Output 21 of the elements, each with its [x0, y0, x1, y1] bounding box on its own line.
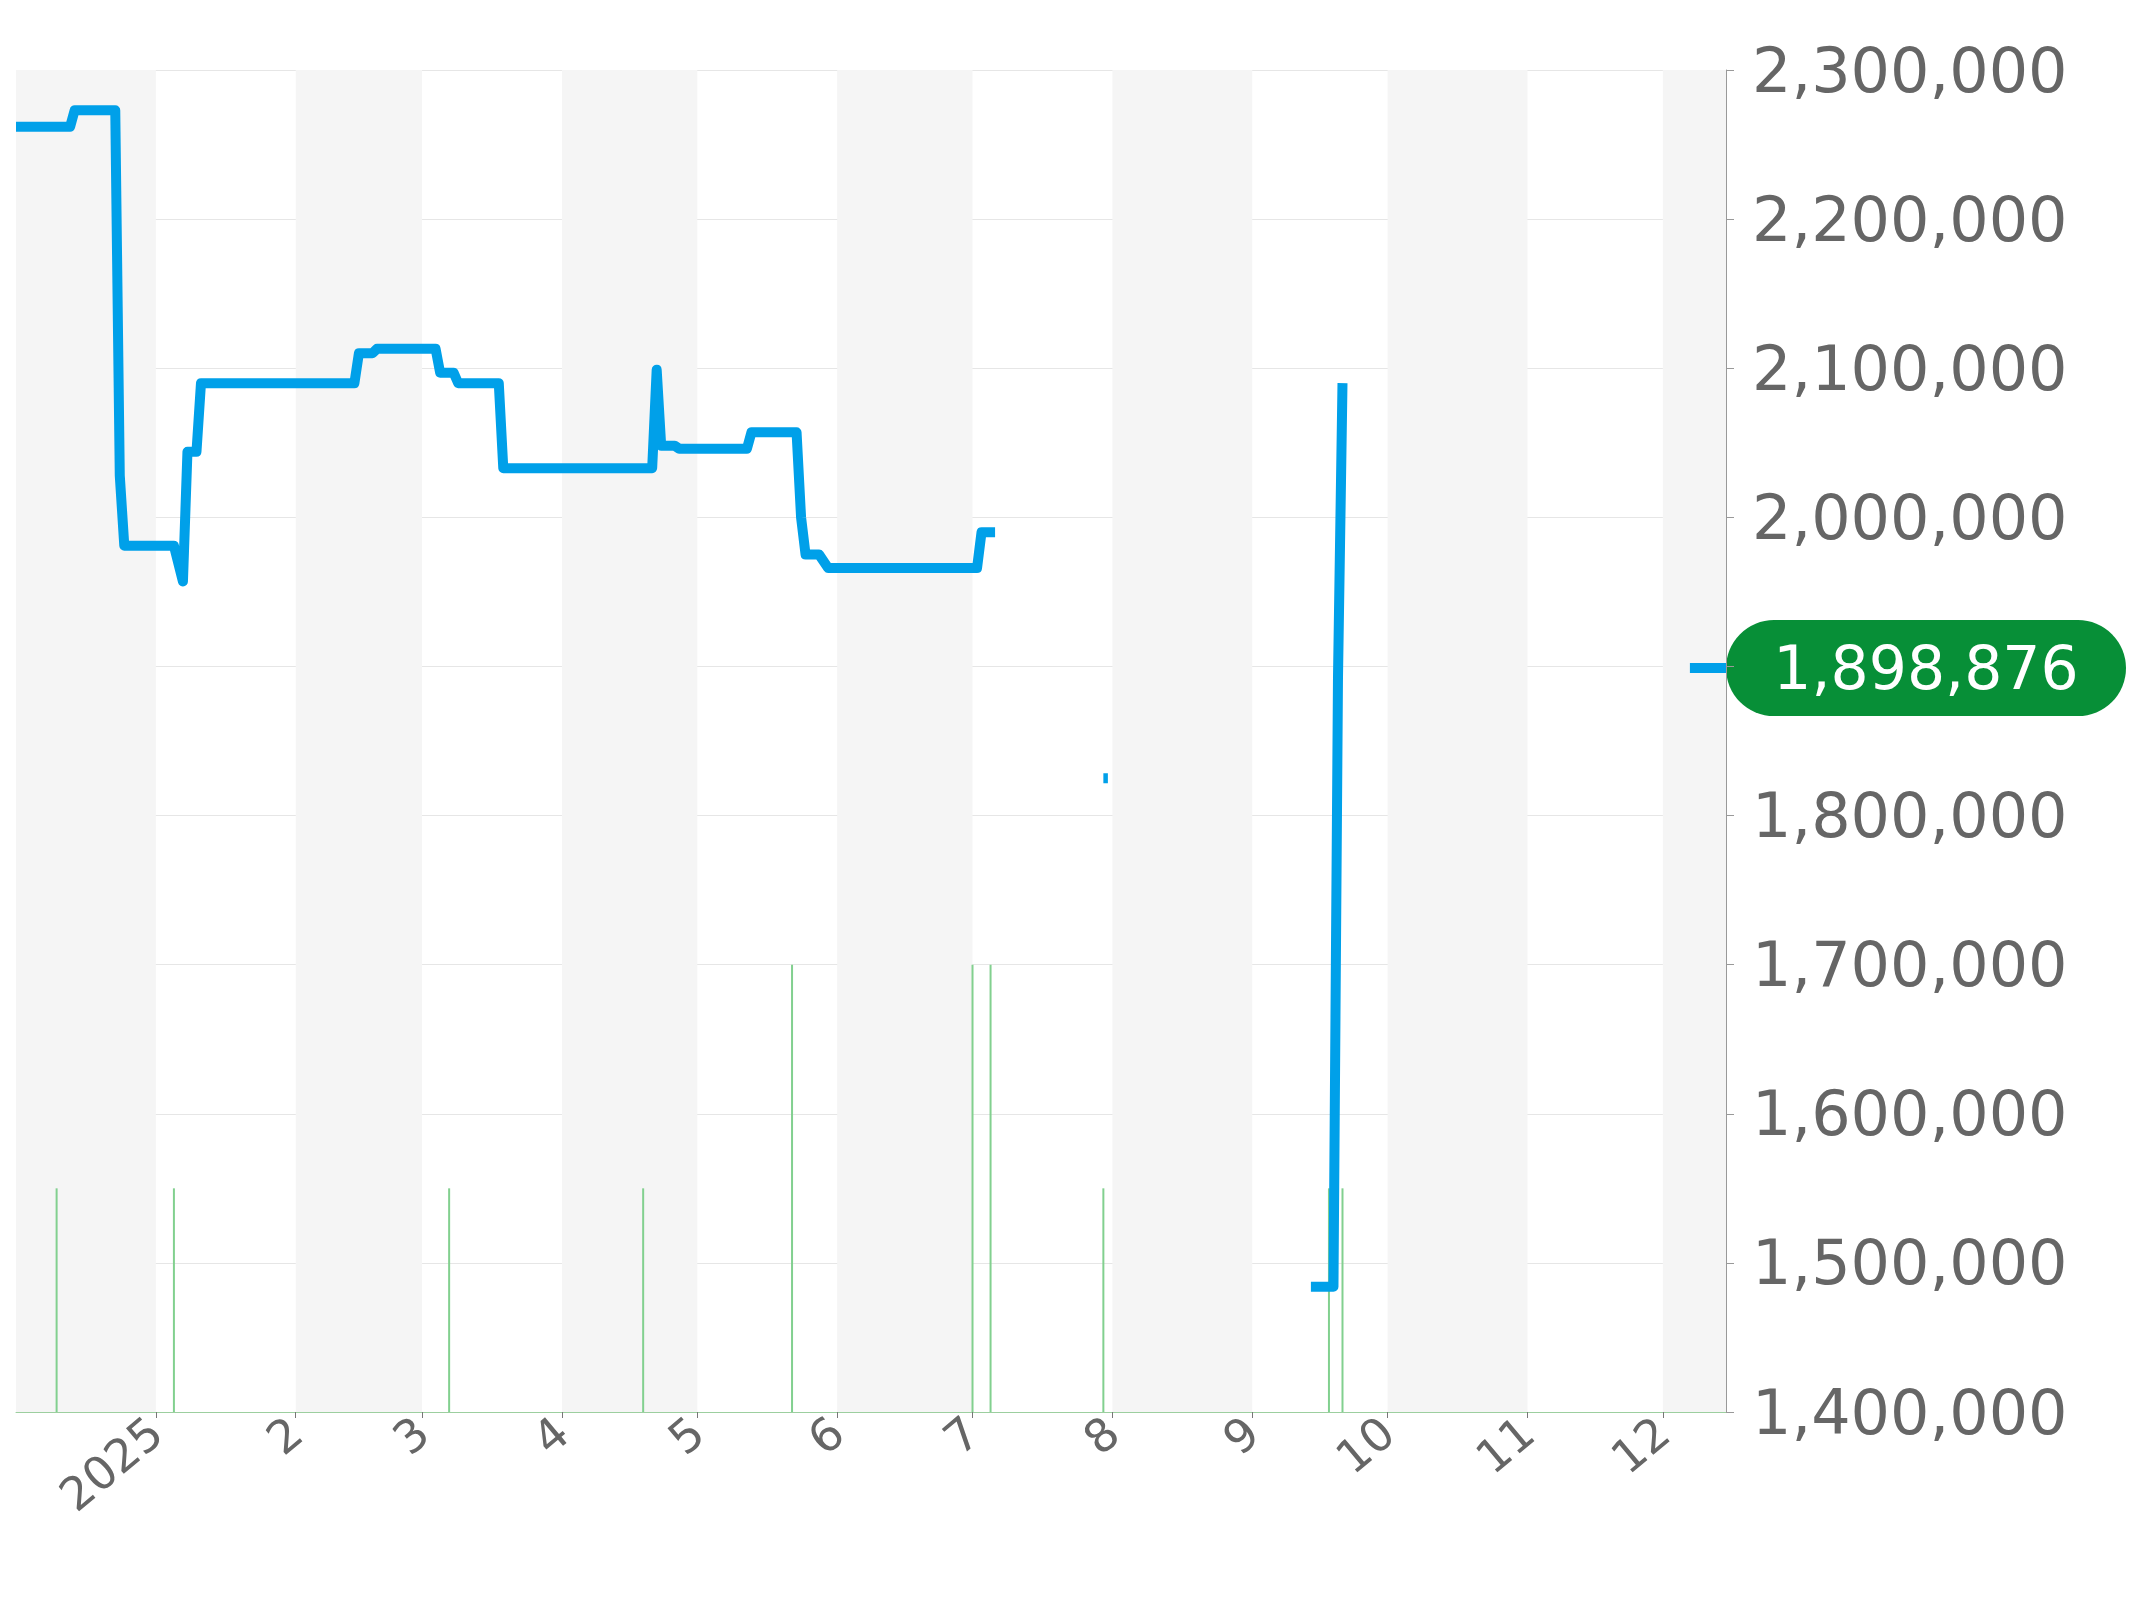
- y-tick-label: 2,300,000: [1752, 33, 2068, 107]
- x-tick-label: 5: [657, 1405, 715, 1466]
- x-tick-label: 4: [522, 1405, 580, 1466]
- y-tick-label: 2,100,000: [1752, 331, 2068, 405]
- x-tick-label: 10: [1325, 1405, 1405, 1485]
- x-tick-label: 8: [1072, 1405, 1130, 1466]
- y-tick-label: 1,400,000: [1752, 1375, 2068, 1449]
- y-tick-label: 2,200,000: [1752, 182, 2068, 256]
- y-tick-label: 1,500,000: [1752, 1226, 2068, 1300]
- x-tick-label: 2: [255, 1405, 314, 1466]
- x-tick-label: 9: [1212, 1405, 1270, 1466]
- x-tick-label: 11: [1465, 1405, 1545, 1485]
- y-tick-label: 2,000,000: [1752, 480, 2068, 554]
- x-tick-label: 3: [382, 1405, 440, 1466]
- annotation: 1,898,876: [1773, 633, 2079, 704]
- x-tick-label: 6: [797, 1405, 855, 1466]
- x-tick-label: 12: [1600, 1405, 1681, 1485]
- x-tick-label: 7: [932, 1405, 990, 1466]
- y-tick-label: 1,700,000: [1752, 928, 2068, 1002]
- y-tick-label: 1,600,000: [1752, 1077, 2068, 1151]
- y-tick-label: 1,800,000: [1752, 779, 2068, 853]
